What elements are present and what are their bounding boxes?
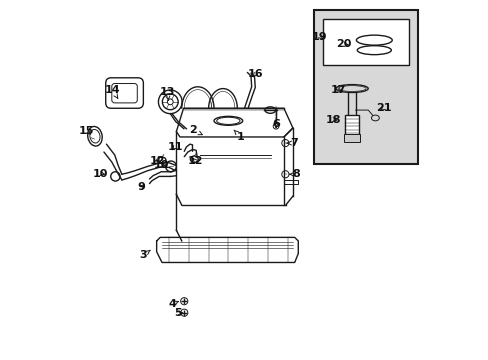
Text: 17: 17	[330, 85, 346, 95]
Text: 21: 21	[375, 103, 390, 113]
Ellipse shape	[356, 35, 391, 45]
Text: 7: 7	[286, 138, 297, 148]
Ellipse shape	[357, 46, 390, 55]
Text: 6: 6	[271, 120, 280, 129]
Text: 11: 11	[167, 141, 183, 152]
Text: 9: 9	[137, 182, 145, 192]
Text: 18: 18	[325, 115, 341, 125]
Text: 15: 15	[79, 126, 94, 136]
Text: 12: 12	[187, 156, 203, 166]
Text: 5: 5	[174, 308, 182, 318]
Text: 13: 13	[160, 87, 175, 100]
Text: 10: 10	[153, 160, 168, 170]
Text: 20: 20	[335, 40, 350, 49]
Text: 8: 8	[289, 169, 300, 179]
Bar	[344, 116, 359, 135]
Text: 2: 2	[188, 125, 202, 135]
Text: 12: 12	[150, 156, 165, 166]
Text: 10: 10	[92, 168, 108, 179]
Text: 16: 16	[247, 69, 263, 79]
Bar	[323, 19, 408, 65]
FancyBboxPatch shape	[112, 84, 137, 103]
FancyBboxPatch shape	[105, 78, 143, 108]
Text: 3: 3	[139, 250, 150, 260]
Text: 19: 19	[311, 32, 327, 41]
Text: 14: 14	[104, 85, 120, 98]
Bar	[344, 134, 359, 141]
Text: 4: 4	[168, 299, 179, 309]
Text: 1: 1	[234, 130, 244, 142]
Bar	[314, 10, 418, 164]
